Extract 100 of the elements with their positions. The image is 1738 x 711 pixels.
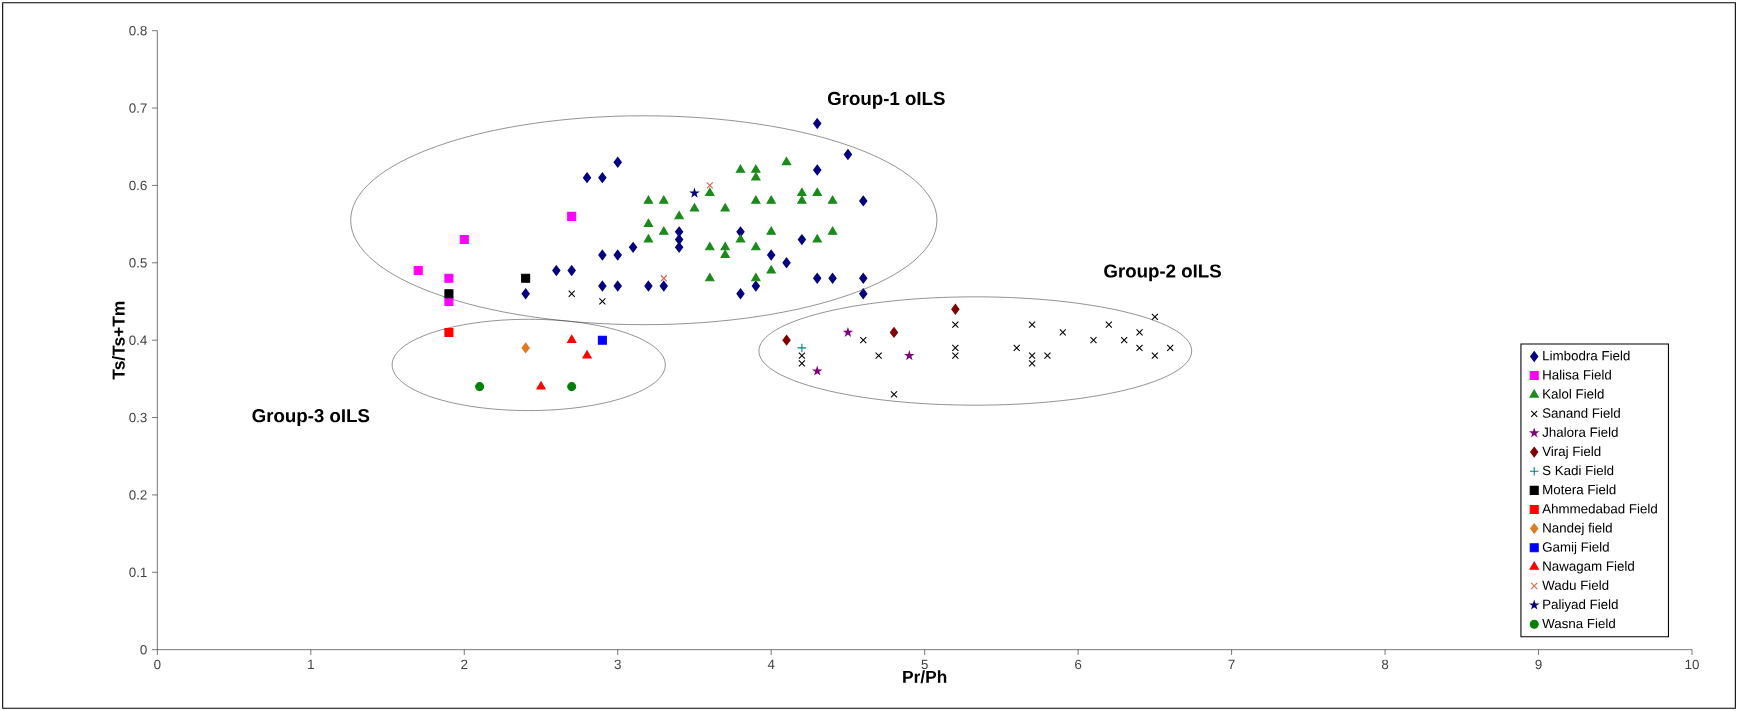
point — [1028, 359, 1036, 367]
point — [720, 249, 730, 258]
legend-label: Paliyad Field — [1543, 599, 1618, 612]
point — [889, 327, 899, 338]
point — [951, 321, 959, 329]
point — [582, 350, 592, 359]
y-tick-label: 0 — [140, 644, 147, 655]
point — [536, 381, 546, 390]
point — [1059, 328, 1067, 336]
point — [567, 334, 577, 344]
legend-label: Wasna Field — [1542, 618, 1615, 629]
point — [643, 218, 654, 228]
legend-label: Wadu Field — [1542, 580, 1609, 590]
legend-label: Nawagam Field — [1543, 561, 1634, 574]
point — [582, 172, 592, 184]
point — [813, 164, 822, 176]
x-tick-label: 5 — [921, 659, 928, 670]
point — [720, 203, 730, 212]
point — [674, 211, 684, 220]
point — [798, 352, 806, 360]
x-axis-title: Pr/Ph — [903, 670, 947, 684]
x-tick-label: 9 — [1535, 659, 1542, 670]
point — [812, 234, 822, 243]
point — [782, 334, 791, 346]
point — [643, 195, 654, 204]
point — [781, 156, 792, 166]
point — [1151, 313, 1159, 321]
point — [597, 335, 607, 345]
point — [1135, 344, 1144, 352]
point — [1089, 336, 1098, 344]
point — [521, 288, 530, 300]
point — [813, 272, 822, 284]
point — [644, 280, 653, 292]
point — [1043, 352, 1051, 360]
point — [797, 195, 807, 204]
point — [827, 195, 838, 204]
point — [767, 249, 776, 261]
point — [736, 288, 745, 300]
point — [842, 326, 854, 337]
point — [951, 344, 959, 352]
point — [951, 303, 960, 315]
point — [766, 265, 776, 274]
point — [797, 234, 807, 245]
legend-label: Kalol Field — [1543, 388, 1604, 399]
point — [751, 280, 760, 292]
point — [706, 181, 714, 189]
point — [444, 327, 454, 337]
legend-label: Jhalora Field — [1542, 427, 1618, 437]
point — [751, 195, 761, 204]
point — [413, 265, 423, 276]
point — [1151, 352, 1159, 360]
point — [613, 249, 622, 261]
point — [1028, 321, 1036, 329]
point — [689, 203, 700, 212]
x-tick-label: 10 — [1685, 659, 1699, 670]
x-tick-label: 3 — [614, 659, 621, 670]
point — [843, 149, 853, 160]
point — [659, 280, 668, 292]
point — [567, 211, 577, 221]
point — [598, 280, 607, 292]
annotation: Group-2 oILS — [1104, 264, 1221, 282]
legend-label: Sanand Field — [1542, 408, 1620, 418]
point — [643, 234, 654, 243]
point — [904, 350, 915, 361]
point — [859, 336, 867, 344]
point — [890, 390, 898, 398]
annotation: Group-3 oILS — [252, 409, 370, 426]
point — [797, 187, 807, 197]
point — [521, 273, 531, 283]
legend-label: Motera Field — [1543, 484, 1616, 495]
point — [705, 187, 715, 197]
point — [859, 195, 868, 207]
point — [827, 226, 838, 235]
point — [613, 280, 622, 292]
point — [766, 195, 776, 204]
point — [782, 257, 791, 269]
point — [689, 187, 700, 198]
point — [766, 226, 776, 235]
point — [567, 265, 576, 276]
point — [1028, 352, 1036, 360]
point — [444, 273, 454, 283]
point — [812, 187, 822, 197]
point — [798, 359, 806, 367]
point — [628, 241, 638, 253]
x-tick-label: 4 — [767, 659, 775, 669]
point — [674, 234, 684, 245]
legend-label: Ahmmedabad Field — [1542, 503, 1657, 514]
y-tick-label: 0.6 — [129, 180, 147, 191]
point — [521, 342, 530, 354]
x-tick-label: 8 — [1381, 659, 1389, 670]
y-axis-title: Ts/Ts+Tm — [112, 301, 125, 380]
point — [751, 241, 761, 251]
point — [735, 234, 746, 243]
point — [1013, 344, 1021, 352]
point — [859, 272, 868, 284]
point — [659, 226, 669, 235]
legend-label: Gamij Field — [1542, 541, 1609, 555]
point — [613, 156, 622, 168]
point — [552, 265, 561, 276]
point — [444, 289, 454, 299]
